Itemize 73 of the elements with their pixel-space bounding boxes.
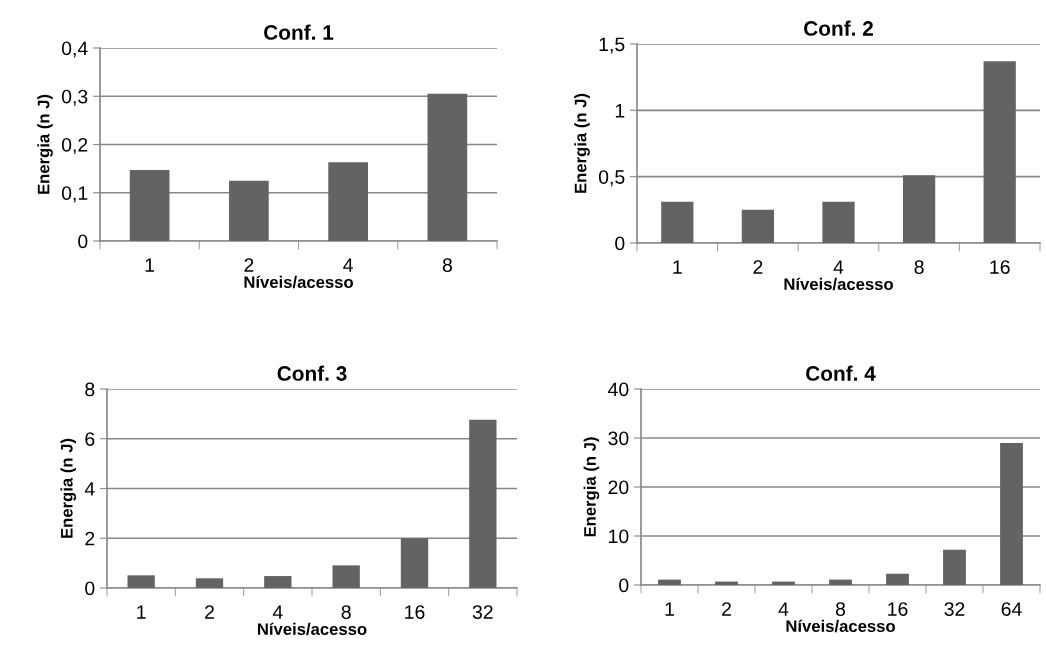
bar bbox=[829, 579, 852, 585]
chart-title: Conf. 3 bbox=[277, 365, 347, 381]
y-tick-label: 4 bbox=[84, 482, 95, 496]
y-tick-label: 0 bbox=[78, 234, 88, 249]
y-tick-label: 0 bbox=[85, 581, 95, 596]
y-tick-label: 1 bbox=[615, 104, 625, 118]
x-tick-label: 32 bbox=[472, 605, 493, 619]
y-axis-title: Energia (n J) bbox=[37, 94, 53, 194]
x-tick-label: 4 bbox=[833, 260, 844, 274]
bar bbox=[1000, 442, 1023, 585]
x-tick-label: 8 bbox=[835, 602, 846, 616]
x-tick-label: 2 bbox=[244, 258, 254, 272]
x-tick-label: 16 bbox=[888, 602, 908, 616]
bar bbox=[943, 549, 966, 585]
x-axis-title: Níveis/acesso bbox=[244, 275, 353, 289]
x-tick-label: 4 bbox=[272, 605, 283, 619]
x-axis-title: Níveis/acesso bbox=[257, 622, 367, 636]
x-tick-label: 1 bbox=[137, 605, 146, 619]
y-tick-label: 10 bbox=[609, 529, 629, 544]
bar bbox=[264, 576, 292, 588]
x-tick-label: 8 bbox=[341, 605, 351, 619]
bar bbox=[129, 170, 170, 241]
bar bbox=[328, 162, 368, 241]
y-axis-title: Energia (n J) bbox=[574, 93, 590, 193]
bar bbox=[886, 573, 909, 585]
bar bbox=[127, 575, 155, 588]
chart-title: Conf. 1 bbox=[264, 24, 334, 40]
x-tick-label: 64 bbox=[1001, 602, 1022, 616]
x-tick-label: 4 bbox=[343, 258, 353, 272]
x-axis-title: Níveis/acesso bbox=[784, 277, 893, 291]
x-tick-label: 2 bbox=[753, 260, 763, 274]
y-tick-label: 0 bbox=[619, 578, 629, 593]
bar bbox=[902, 175, 936, 243]
chart-title: Conf. 4 bbox=[806, 365, 876, 381]
bar bbox=[332, 565, 360, 588]
bar bbox=[822, 201, 855, 243]
y-tick-label: 40 bbox=[608, 382, 629, 397]
x-tick-label: 1 bbox=[145, 258, 155, 272]
x-tick-label: 16 bbox=[405, 605, 425, 619]
x-tick-label: 1 bbox=[665, 602, 674, 616]
bar bbox=[400, 538, 429, 588]
chart-title: Conf. 2 bbox=[804, 20, 873, 36]
bar bbox=[661, 201, 694, 243]
bar bbox=[229, 180, 269, 241]
y-tick-label: 30 bbox=[608, 431, 629, 446]
y-tick-label: 8 bbox=[85, 382, 95, 397]
y-axis-title: Energia (n J) bbox=[60, 438, 77, 538]
bar bbox=[741, 209, 775, 243]
y-tick-label: 0,2 bbox=[61, 137, 88, 155]
x-axis-title: Níveis/acesso bbox=[786, 619, 895, 633]
y-tick-label: 20 bbox=[608, 480, 629, 495]
x-tick-label: 2 bbox=[205, 605, 214, 619]
y-tick-label: 1,5 bbox=[599, 37, 625, 54]
bar bbox=[983, 61, 1016, 243]
x-tick-label: 16 bbox=[990, 260, 1010, 274]
bar bbox=[427, 93, 468, 241]
y-tick-label: 0,5 bbox=[598, 170, 625, 187]
x-tick-label: 4 bbox=[778, 602, 789, 616]
x-tick-label: 8 bbox=[442, 258, 452, 272]
x-tick-label: 1 bbox=[673, 260, 682, 274]
y-tick-label: 0,1 bbox=[61, 186, 88, 203]
y-tick-label: 2 bbox=[85, 531, 95, 546]
bar bbox=[195, 578, 224, 588]
y-tick-label: 0 bbox=[615, 236, 625, 251]
y-tick-label: 6 bbox=[85, 432, 95, 446]
y-tick-label: 0,4 bbox=[61, 41, 88, 58]
x-tick-label: 32 bbox=[944, 602, 965, 616]
y-tick-label: 0,3 bbox=[61, 89, 88, 106]
bar bbox=[469, 419, 497, 588]
x-tick-label: 2 bbox=[722, 602, 731, 616]
bar bbox=[658, 579, 681, 585]
y-axis-title: Energia (n J) bbox=[583, 437, 600, 537]
x-tick-label: 8 bbox=[914, 260, 924, 274]
